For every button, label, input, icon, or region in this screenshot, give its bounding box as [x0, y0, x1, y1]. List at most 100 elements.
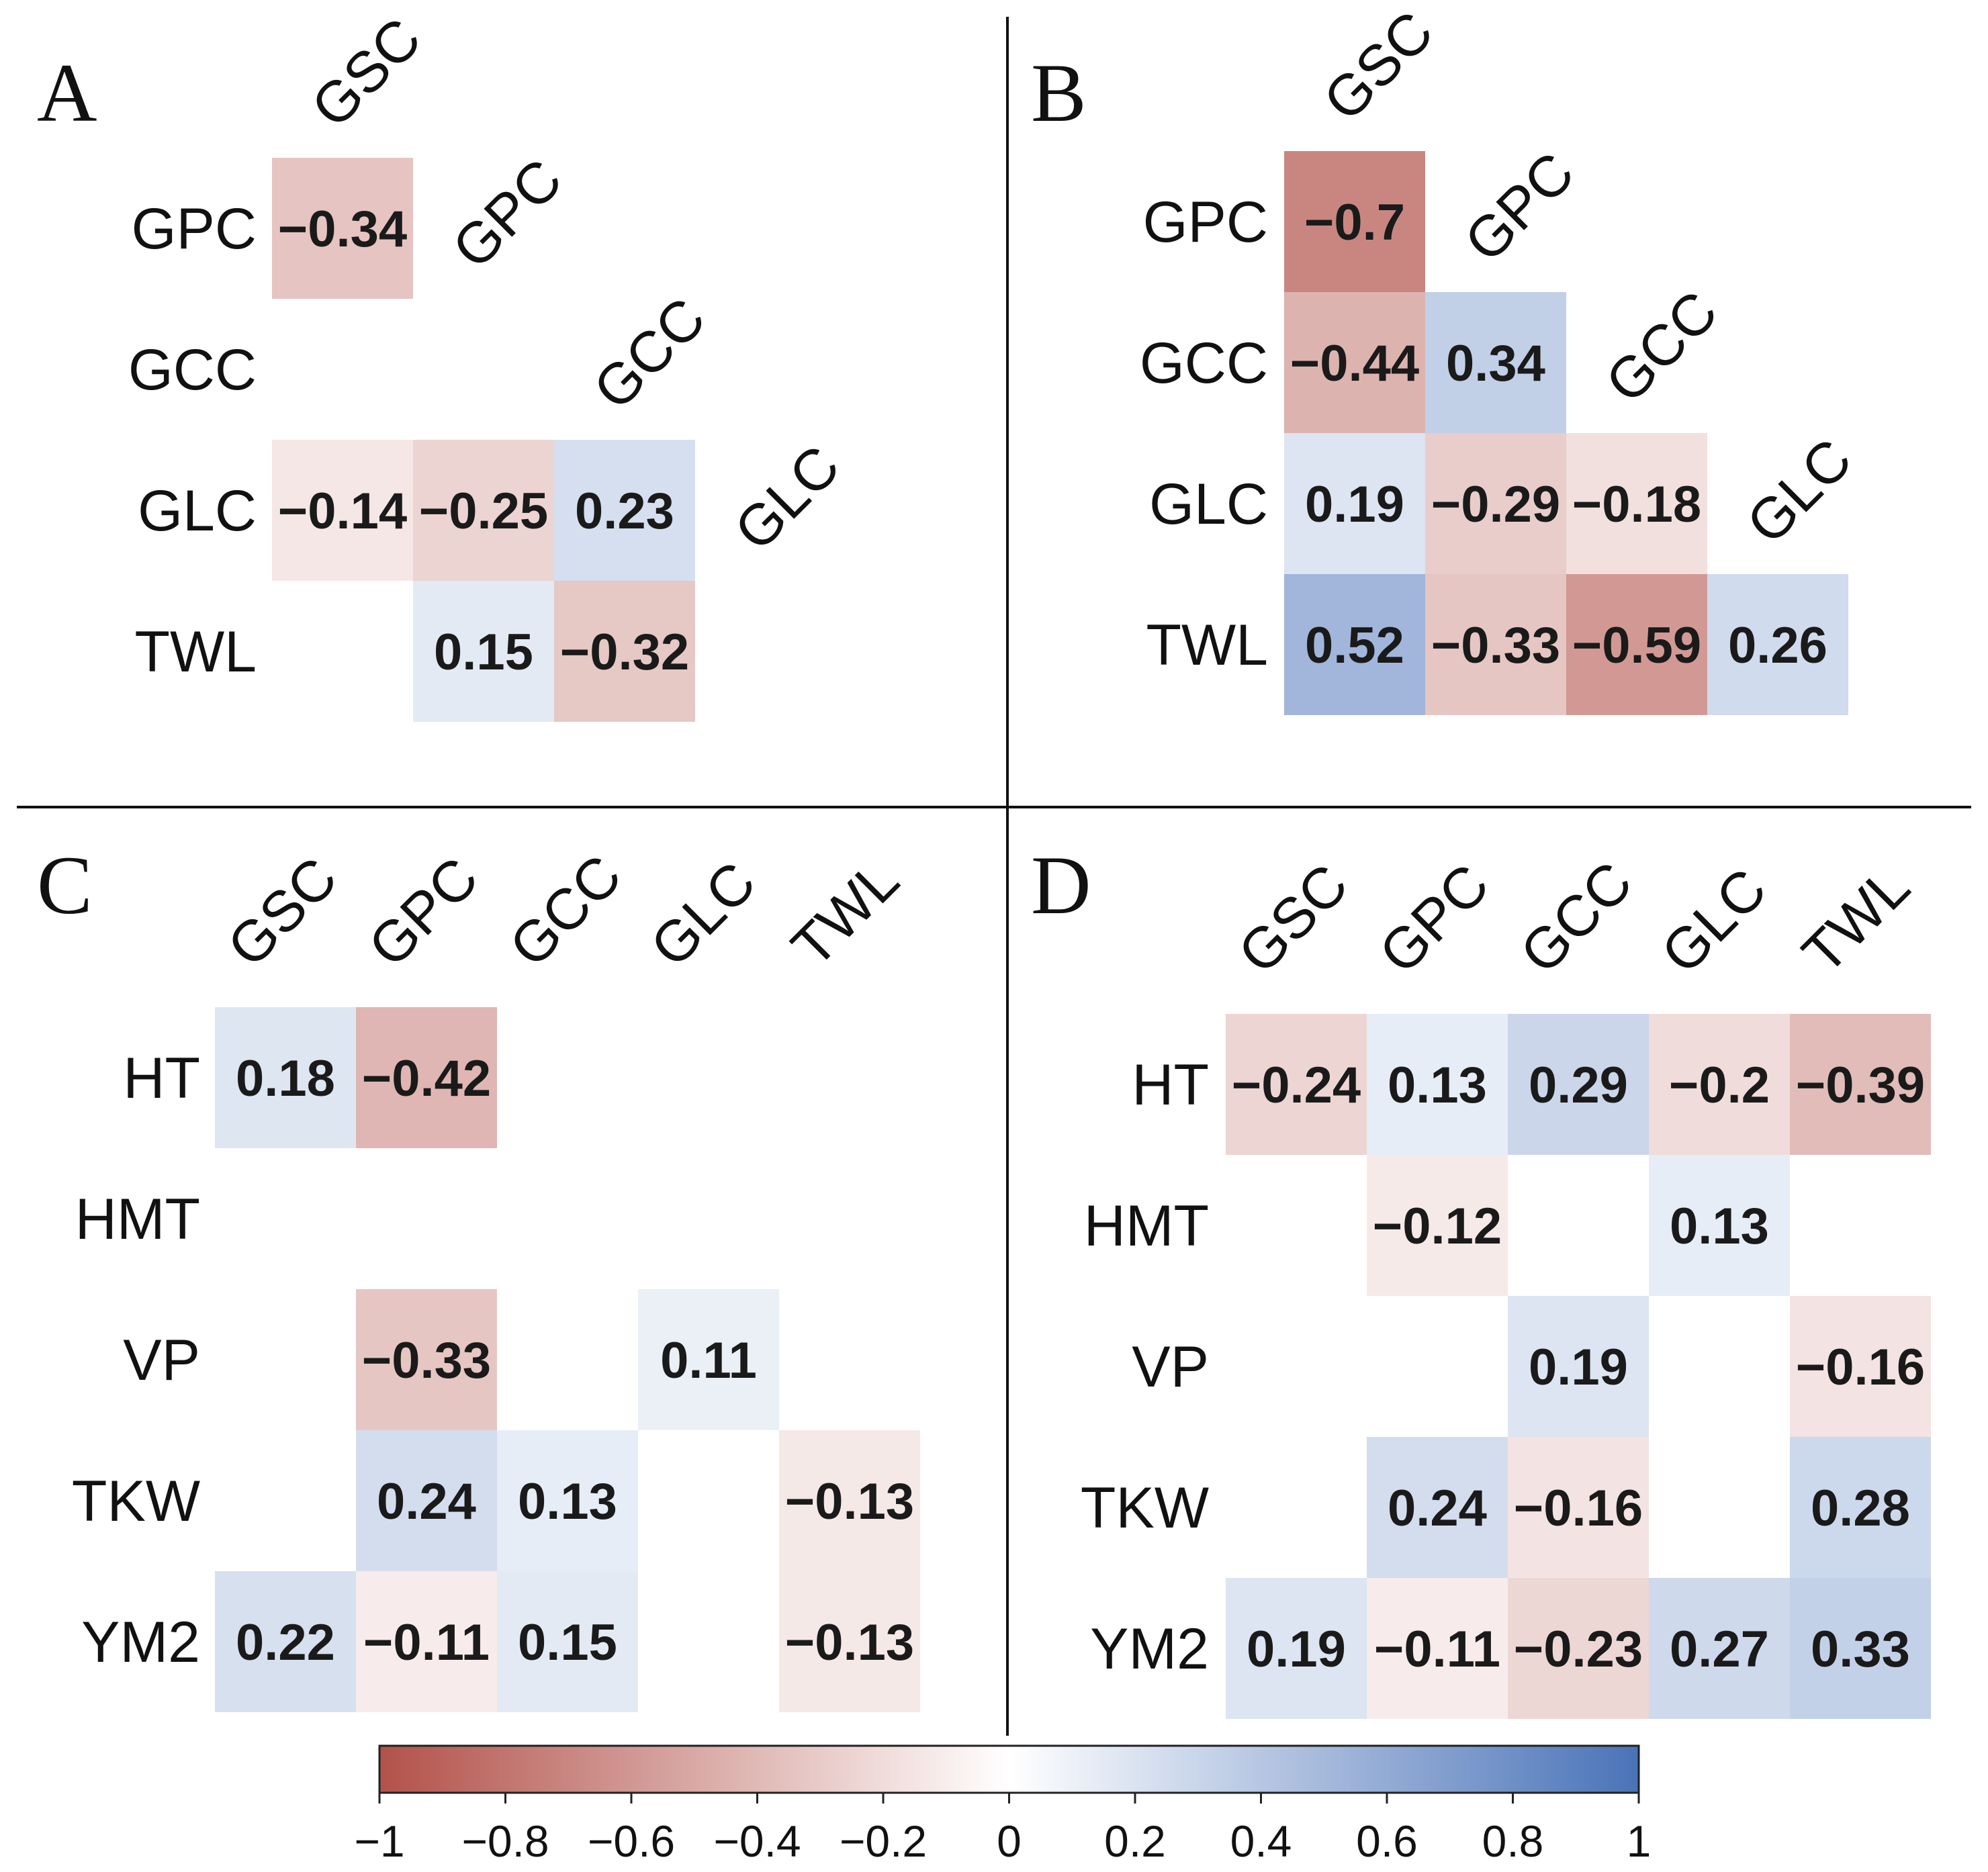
row-label: GPC [1143, 190, 1268, 254]
heatmap-cell [1508, 1437, 1649, 1578]
row-label: YM2 [81, 1610, 200, 1675]
colorbar-gradient [378, 1744, 1640, 1794]
panel-a: A−0.34−0.14 −0.25 0.230.15 −0.32GPCGCCGLCTW… [37, 6, 852, 722]
cell-value-label: 0.22 [236, 1614, 335, 1671]
heatmap-cell [1566, 433, 1707, 574]
heatmap-cell [1707, 574, 1848, 715]
cell-value-label: 0.11 [660, 1332, 757, 1389]
cell-value-label: −0.24 [1232, 1057, 1361, 1114]
heatmap-cell [779, 1430, 920, 1571]
heatmap-cell [1425, 433, 1566, 574]
heatmap-cell [1367, 1155, 1508, 1296]
row-label: TWL [1146, 613, 1268, 677]
column-label: TWL [780, 847, 911, 979]
panel-letter: B [1031, 47, 1087, 139]
row-label: TWL [134, 620, 257, 684]
cell-value-label: −0.13 [785, 1473, 914, 1530]
heatmap-cell [413, 440, 554, 581]
row-label: YM2 [1090, 1617, 1209, 1681]
cell-value-label: −0.7 [1304, 194, 1405, 251]
cell-value-label: −0.16 [1514, 1480, 1643, 1537]
heatmap-cell [1790, 1296, 1931, 1437]
column-label: GLC [639, 850, 768, 980]
column-label: GSC [300, 6, 434, 140]
cell-value-label: −0.18 [1572, 476, 1701, 533]
row-label: HMT [1084, 1194, 1209, 1258]
cell-value-label: −0.44 [1290, 335, 1419, 392]
cell-value-label: 0.33 [1811, 1621, 1910, 1678]
colorbar-tick-label: −0.6 [588, 1816, 675, 1866]
heatmap-cell [1226, 1578, 1367, 1719]
heatmap-cell [1284, 574, 1425, 715]
heatmap-cell [1284, 151, 1425, 292]
row-label: HT [1132, 1053, 1209, 1117]
column-label: GPC [1367, 852, 1502, 986]
heatmap-cell [1790, 1578, 1931, 1719]
heatmap-cell [497, 1571, 638, 1712]
heatmap-cell [1425, 574, 1566, 715]
row-label: TKW [72, 1469, 200, 1534]
column-label: GCC [582, 285, 718, 422]
heatmap-cell [1367, 1437, 1508, 1578]
cell-value-label: −0.59 [1572, 617, 1701, 674]
cell-value-label: −0.2 [1669, 1057, 1770, 1114]
cell-value-label: 0.13 [518, 1473, 617, 1530]
row-label: GLC [138, 479, 257, 543]
cell-value-label: −0.29 [1431, 476, 1560, 533]
colorbar: −1 −0.8 −0.6 −0.4 −0.2 0 0.2 0.4 0.6 0.8 1 [354, 1744, 1651, 1866]
cell-value-label: 0.19 [1305, 476, 1404, 533]
column-label: TWL [1791, 854, 1922, 986]
column-label: GLC [723, 434, 852, 563]
row-label: HMT [75, 1187, 200, 1252]
cell-value-label: 0.19 [1247, 1621, 1346, 1678]
heatmap-cell [1284, 433, 1425, 574]
heatmap-cell [1790, 1014, 1931, 1155]
row-label: HT [123, 1046, 200, 1111]
heatmap-cell [1649, 1155, 1790, 1296]
cell-value-label: −0.14 [278, 483, 407, 540]
cell-value-label: −0.11 [363, 1614, 490, 1671]
cell-value-label: 0.26 [1728, 617, 1827, 674]
cell-value-label: −0.33 [362, 1332, 491, 1389]
row-label: GCC [1140, 331, 1268, 395]
cell-value-label: −0.11 [1374, 1621, 1500, 1678]
row-label: VP [1132, 1335, 1209, 1399]
heatmap-cell [638, 1289, 779, 1430]
heatmap-cell [1508, 1014, 1649, 1155]
cell-value-label: 0.24 [1388, 1480, 1487, 1537]
cell-value-label: −0.16 [1796, 1339, 1925, 1396]
heatmap-cell [356, 1289, 497, 1430]
cell-value-label: −0.34 [278, 201, 407, 258]
colorbar-tick-label: 0.8 [1482, 1816, 1544, 1866]
cell-value-label: 0.52 [1305, 617, 1404, 674]
cell-value-label: 0.27 [1670, 1621, 1769, 1678]
panel-letter: A [37, 47, 97, 139]
heatmap-cell [554, 581, 695, 722]
cell-value-label: 0.23 [575, 483, 674, 540]
cell-value-label: −0.39 [1796, 1057, 1925, 1114]
cell-value-label: −0.13 [785, 1614, 914, 1671]
heatmap-cell [272, 440, 413, 581]
heatmap-cell [356, 1007, 497, 1148]
cell-value-label: −0.12 [1373, 1198, 1502, 1255]
heatmap-cell [1367, 1578, 1508, 1719]
column-label: GCC [1594, 279, 1730, 415]
column-label: GPC [1453, 140, 1587, 275]
heatmap-cell [1649, 1578, 1790, 1719]
cell-value-label: 0.13 [1388, 1057, 1487, 1114]
row-label: TKW [1081, 1476, 1209, 1540]
heatmap-cell [215, 1007, 356, 1148]
heatmap-cell [215, 1571, 356, 1712]
heatmap-cell [554, 440, 695, 581]
heatmap-cell [1649, 1014, 1790, 1155]
row-label: VP [123, 1328, 200, 1393]
cell-value-label: 0.18 [236, 1050, 335, 1107]
heatmap-cell [779, 1571, 920, 1712]
cell-value-label: −0.25 [419, 483, 548, 540]
heatmap-cell [1508, 1578, 1649, 1719]
colorbar-tick-label: 0.4 [1230, 1816, 1292, 1866]
heatmap-cell [1425, 292, 1566, 433]
heatmap-cell [1790, 1437, 1931, 1578]
panel-c: C 0.18 −0.42 −0.33 0.11 0.24 0.13 −0.13 0.22 −0.1… [37, 839, 920, 1712]
